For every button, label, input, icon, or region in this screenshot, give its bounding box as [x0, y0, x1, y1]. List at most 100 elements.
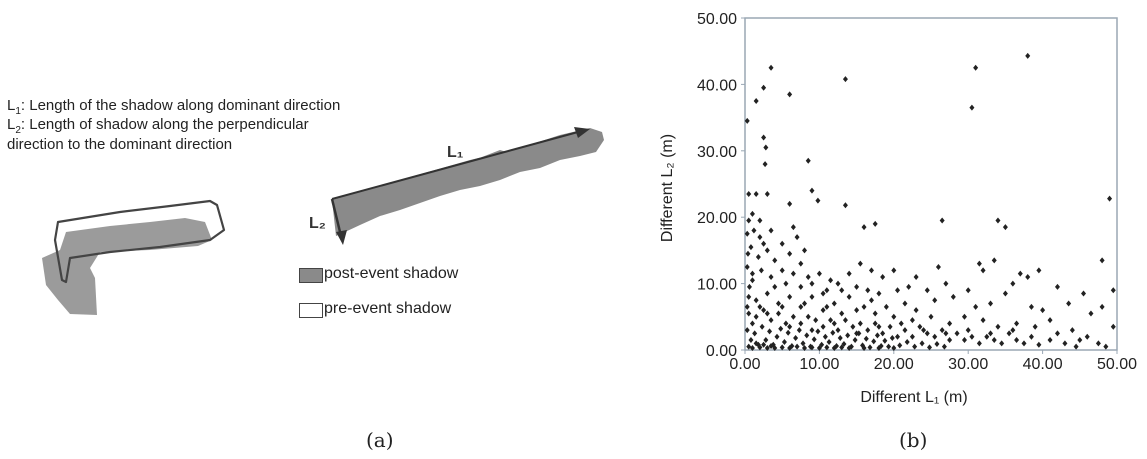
- scatter-point: [902, 300, 908, 307]
- legend-l1: L1: Length of the shadow along dominant …: [7, 97, 340, 120]
- x-tick-label: 0.00: [729, 356, 760, 373]
- scatter-point: [947, 337, 953, 344]
- scatter-point: [798, 303, 804, 310]
- scatter-point: [891, 313, 897, 320]
- scatter-point: [802, 300, 808, 307]
- scatter-point: [746, 190, 752, 197]
- scatter-point: [874, 332, 880, 339]
- scatter-point: [919, 340, 925, 347]
- scatter-point: [861, 303, 867, 310]
- scatter-point: [1036, 341, 1042, 348]
- scatter-point: [790, 270, 796, 277]
- legend-l2-subscript: 2: [15, 125, 21, 136]
- scatter-point: [775, 310, 781, 317]
- scatter-point: [775, 300, 781, 307]
- scatter-point: [785, 329, 791, 336]
- scatter-point: [1036, 267, 1042, 274]
- scatter-point: [872, 220, 878, 227]
- scatter-point: [763, 337, 769, 344]
- scatter-point: [969, 333, 975, 340]
- scatter-point: [976, 260, 982, 267]
- scatter-point: [824, 287, 830, 294]
- scatter-point: [839, 310, 845, 317]
- scatter-point: [1028, 303, 1034, 310]
- scatter-point: [748, 337, 754, 344]
- scatter-point: [988, 300, 994, 307]
- scatter-point: [891, 345, 897, 352]
- scatter-point: [912, 343, 918, 350]
- scatter-point: [835, 280, 841, 287]
- scatter-point: [753, 340, 759, 347]
- scatter-point: [794, 343, 800, 350]
- scatter-point: [857, 260, 863, 267]
- scatter-point: [1010, 280, 1016, 287]
- scatter-point: [757, 234, 763, 241]
- scatter-point: [865, 327, 871, 334]
- scatter-point: [798, 260, 804, 267]
- scatter-point: [954, 330, 960, 337]
- scatter-point: [1066, 300, 1072, 307]
- scatter-point: [906, 283, 912, 290]
- scatter-point: [774, 333, 780, 340]
- scatter-point: [863, 335, 869, 342]
- scatter-point: [746, 293, 752, 300]
- scatter-point: [913, 273, 919, 280]
- legend-l2: L2: Length of shadow along the perpendic…: [7, 116, 309, 139]
- scatter-point: [852, 337, 858, 344]
- scatter-point: [787, 250, 793, 257]
- scatter-point: [768, 343, 774, 350]
- shadow-diagram: L₁ L₂: [42, 127, 604, 315]
- x-tick-label: 30.00: [948, 356, 988, 373]
- scatter-point: [857, 320, 863, 327]
- scatter-point: [961, 313, 967, 320]
- scatter-point: [820, 323, 826, 330]
- scatter-point: [783, 320, 789, 327]
- scatter-point: [1021, 340, 1027, 347]
- scatter-point: [1084, 333, 1090, 340]
- post-event-key-label: post-event shadow: [324, 265, 459, 282]
- scatter-point: [995, 323, 1001, 330]
- scatter-point: [947, 320, 953, 327]
- scatter-point: [1103, 343, 1109, 350]
- caption-a: (a): [366, 428, 394, 452]
- scatter-point: [846, 345, 852, 352]
- scatter-point: [837, 335, 843, 342]
- chart-points: [744, 52, 1116, 352]
- scatter-point: [842, 76, 848, 83]
- scatter-point: [790, 224, 796, 231]
- right-post-event-shadow: [332, 128, 604, 236]
- scatter-point: [744, 230, 750, 237]
- scatter-point: [850, 323, 856, 330]
- pre-event-key-swatch: [299, 303, 323, 318]
- post-event-key-swatch: [299, 268, 323, 283]
- scatter-point: [1110, 287, 1116, 294]
- scatter-point: [883, 303, 889, 310]
- scatter-point: [842, 202, 848, 209]
- scatter-point: [880, 273, 886, 280]
- scatter-point: [768, 227, 774, 234]
- scatter-point: [950, 293, 956, 300]
- scatter-point: [744, 327, 750, 334]
- scatter-point: [876, 290, 882, 297]
- scatter-point: [755, 254, 761, 261]
- scatter-point: [854, 330, 860, 337]
- scatter-point: [939, 217, 945, 224]
- scatter-point: [794, 234, 800, 241]
- scatter-point: [746, 310, 752, 317]
- scatter-point: [830, 329, 836, 336]
- scatter-point: [800, 340, 806, 347]
- scatter-point: [999, 340, 1005, 347]
- scatter-point: [928, 313, 934, 320]
- l1-arrow-label: L₁: [447, 144, 464, 161]
- scatter-point: [976, 340, 982, 347]
- scatter-point: [759, 323, 765, 330]
- scatter-point: [761, 307, 767, 314]
- y-tick-label: 50.00: [697, 11, 737, 28]
- scatter-point: [752, 330, 758, 337]
- scatter-point: [749, 320, 755, 327]
- l2-arrow-head: [336, 230, 347, 245]
- legend-l1-symbol: L: [7, 97, 16, 114]
- scatter-point: [868, 267, 874, 274]
- scatter-point: [744, 303, 750, 310]
- scatter-point: [787, 293, 793, 300]
